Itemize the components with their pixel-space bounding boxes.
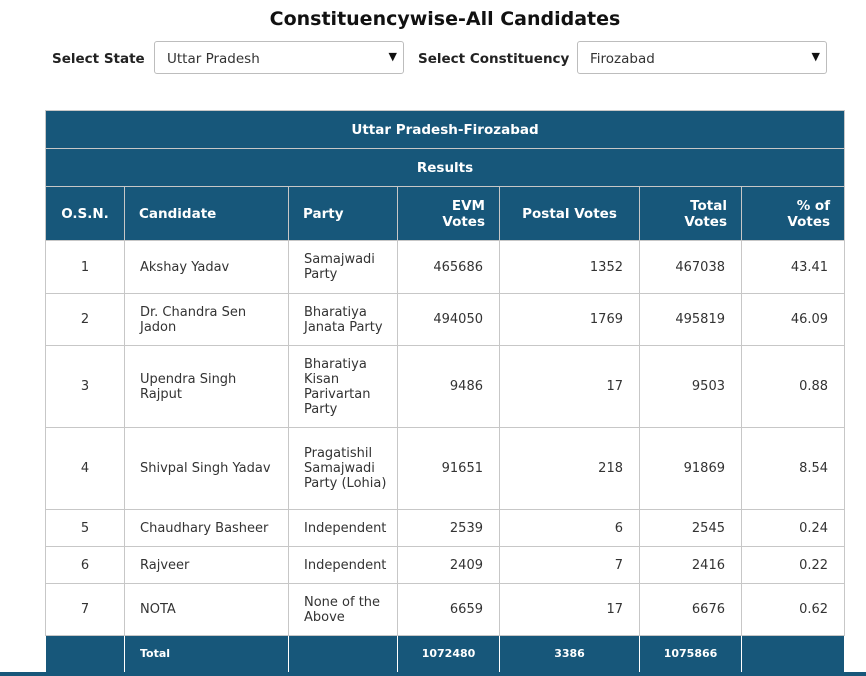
- total-label: Total: [124, 635, 289, 672]
- cell-total-votes: 2545: [639, 509, 742, 547]
- total-cell-party: [288, 635, 398, 672]
- cell-total-votes: 91869: [639, 427, 742, 510]
- col-header-total-votes: Total Votes: [639, 186, 742, 241]
- cell-total-votes: 2416: [639, 546, 742, 584]
- cell-total-votes: 467038: [639, 240, 742, 294]
- state-label: Select State: [52, 51, 145, 67]
- total-total-votes: 1075866: [639, 635, 742, 672]
- cell-postal-votes: 7: [499, 546, 640, 584]
- page-title: Constituencywise-All Candidates: [269, 8, 621, 30]
- constituency-select-value: Firozabad: [590, 51, 655, 67]
- table-row: 3 Upendra Singh Rajput Bharatiya Kisan P…: [45, 345, 846, 428]
- table-row: 4 Shivpal Singh Yadav Pragatishil Samajw…: [45, 427, 846, 510]
- col-header-postal-votes: Postal Votes: [499, 186, 640, 241]
- cell-evm-votes: 494050: [397, 293, 500, 346]
- total-evm-votes: 1072480: [397, 635, 500, 672]
- state-select[interactable]: Uttar Pradesh ▼: [154, 41, 404, 74]
- cell-postal-votes: 17: [499, 345, 640, 428]
- cell-osn: 7: [45, 583, 125, 636]
- cell-evm-votes: 6659: [397, 583, 500, 636]
- constituency-label: Select Constituency: [418, 51, 570, 67]
- cell-candidate: Chaudhary Basheer: [124, 509, 289, 547]
- cell-candidate: Upendra Singh Rajput: [124, 345, 289, 428]
- table-banner-row: Uttar Pradesh-Firozabad: [44, 110, 846, 149]
- cell-evm-votes: 465686: [397, 240, 500, 294]
- cell-osn: 1: [45, 240, 125, 294]
- cell-postal-votes: 17: [499, 583, 640, 636]
- table-section-row: Results: [44, 148, 846, 187]
- chevron-down-icon: ▼: [811, 50, 820, 63]
- table-row: 2 Dr. Chandra Sen Jadon Bharatiya Janata…: [45, 293, 846, 346]
- col-header-percent-votes: % of Votes: [740, 186, 846, 241]
- cell-osn: 4: [45, 427, 125, 510]
- cell-osn: 3: [45, 345, 125, 428]
- cell-party: Independent: [288, 509, 398, 547]
- cell-candidate: Akshay Yadav: [124, 240, 289, 294]
- cell-osn: 2: [45, 293, 125, 346]
- cell-party: Independent: [288, 546, 398, 584]
- table-row: 7 NOTA None of the Above 6659 17 6676 0.…: [45, 583, 846, 636]
- constituency-banner: Uttar Pradesh-Firozabad: [44, 110, 846, 149]
- cell-candidate: NOTA: [124, 583, 289, 636]
- cell-percent-votes: 0.62: [740, 583, 846, 636]
- cell-osn: 5: [45, 509, 125, 547]
- cell-party: Pragatishil Samajwadi Party (Lohia): [288, 427, 398, 510]
- cell-osn: 6: [45, 546, 125, 584]
- cell-percent-votes: 0.22: [740, 546, 846, 584]
- cell-evm-votes: 2409: [397, 546, 500, 584]
- table-header-row: O.S.N. Candidate Party EVM Votes Postal …: [45, 186, 846, 241]
- table-row: 1 Akshay Yadav Samajwadi Party 465686 13…: [45, 240, 846, 294]
- total-postal-votes: 3386: [499, 635, 640, 672]
- cell-percent-votes: 43.41: [740, 240, 846, 294]
- cell-postal-votes: 1352: [499, 240, 640, 294]
- cell-postal-votes: 6: [499, 509, 640, 547]
- page-bottom-border: [0, 672, 866, 676]
- total-cell-osn: [45, 635, 125, 672]
- results-table: Uttar Pradesh-Firozabad Results O.S.N. C…: [44, 110, 846, 672]
- cell-percent-votes: 8.54: [740, 427, 846, 510]
- cell-percent-votes: 0.88: [740, 345, 846, 428]
- col-header-party: Party: [288, 186, 398, 241]
- cell-total-votes: 9503: [639, 345, 742, 428]
- table-total-row: Total 1072480 3386 1075866: [45, 635, 846, 672]
- filter-row: Select State Uttar Pradesh ▼ Select Cons…: [0, 41, 866, 77]
- total-cell-percent: [740, 635, 846, 672]
- cell-postal-votes: 218: [499, 427, 640, 510]
- cell-party: Bharatiya Kisan Parivartan Party: [288, 345, 398, 428]
- cell-candidate: Dr. Chandra Sen Jadon: [124, 293, 289, 346]
- col-header-osn: O.S.N.: [45, 186, 125, 241]
- cell-evm-votes: 9486: [397, 345, 500, 428]
- table-row: 6 Rajveer Independent 2409 7 2416 0.22: [45, 546, 846, 584]
- cell-postal-votes: 1769: [499, 293, 640, 346]
- cell-evm-votes: 2539: [397, 509, 500, 547]
- cell-evm-votes: 91651: [397, 427, 500, 510]
- cell-candidate: Shivpal Singh Yadav: [124, 427, 289, 510]
- constituency-select[interactable]: Firozabad ▼: [577, 41, 827, 74]
- results-heading: Results: [44, 148, 846, 187]
- cell-party: None of the Above: [288, 583, 398, 636]
- col-header-evm-votes: EVM Votes: [397, 186, 500, 241]
- cell-total-votes: 6676: [639, 583, 742, 636]
- table-row: 5 Chaudhary Basheer Independent 2539 6 2…: [45, 509, 846, 547]
- cell-percent-votes: 0.24: [740, 509, 846, 547]
- state-select-value: Uttar Pradesh: [167, 51, 260, 67]
- col-header-candidate: Candidate: [124, 186, 289, 241]
- cell-candidate: Rajveer: [124, 546, 289, 584]
- chevron-down-icon: ▼: [388, 50, 397, 63]
- cell-party: Bharatiya Janata Party: [288, 293, 398, 346]
- cell-total-votes: 495819: [639, 293, 742, 346]
- cell-percent-votes: 46.09: [740, 293, 846, 346]
- cell-party: Samajwadi Party: [288, 240, 398, 294]
